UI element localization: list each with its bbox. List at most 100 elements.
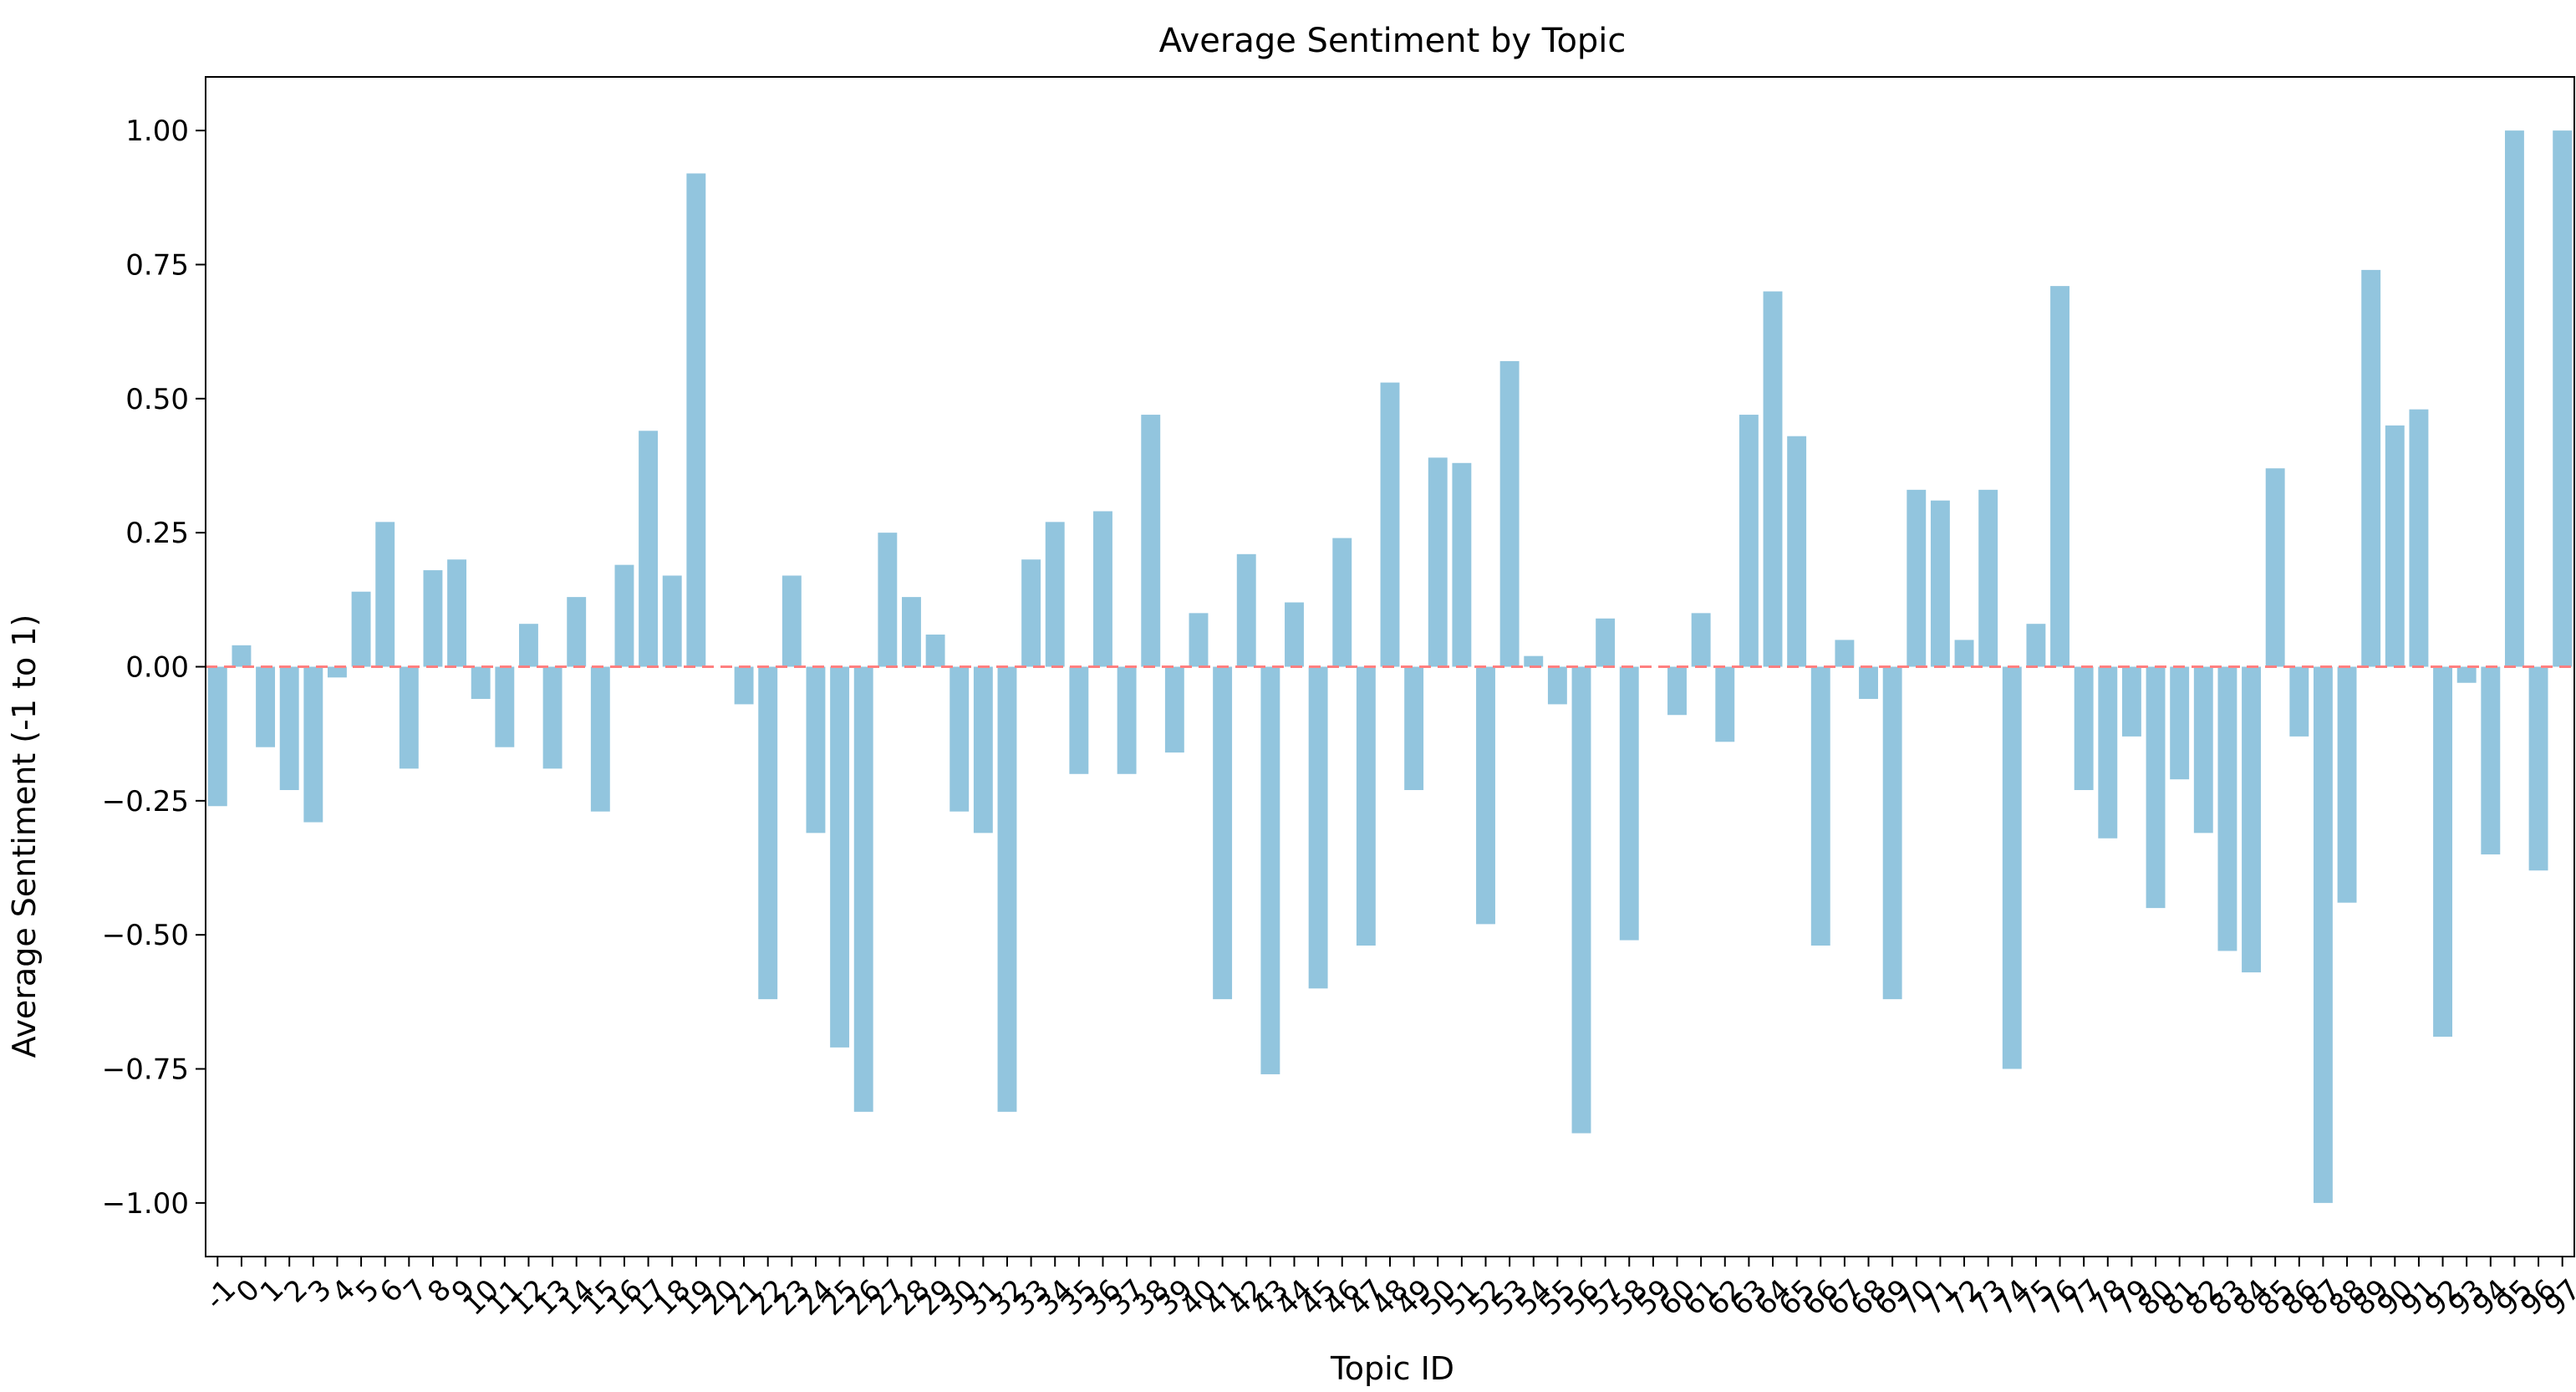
bar-topic-48 bbox=[1380, 382, 1400, 667]
bar-topic-72 bbox=[1954, 640, 1974, 667]
bar-topic-60 bbox=[1667, 666, 1687, 716]
bar-topic-3 bbox=[303, 666, 323, 823]
bar-topic-88 bbox=[2337, 666, 2357, 903]
bar-topic-96 bbox=[2528, 666, 2548, 871]
y-axis-label: Average Sentiment (-1 to 1) bbox=[6, 614, 43, 1058]
bar-topic-44 bbox=[1285, 602, 1304, 667]
bar-topic-35 bbox=[1069, 666, 1089, 774]
bar-topic-63 bbox=[1739, 415, 1759, 667]
bar-topic-66 bbox=[1810, 666, 1830, 946]
y-tick-label: 0.00 bbox=[125, 651, 189, 685]
bar-topic-15 bbox=[590, 666, 610, 812]
bar-topic-61 bbox=[1691, 613, 1711, 667]
y-tick-label: 0.50 bbox=[125, 383, 189, 416]
bar-topic-78 bbox=[2098, 666, 2118, 839]
bar-topic-8 bbox=[423, 570, 443, 667]
bar-topic-0 bbox=[232, 645, 252, 667]
bar-topic-86 bbox=[2289, 666, 2309, 737]
bar-topic-87 bbox=[2313, 666, 2333, 1203]
bar-topic-46 bbox=[1332, 538, 1352, 667]
bar-topic-39 bbox=[1164, 666, 1184, 753]
y-tick-label: −0.25 bbox=[102, 785, 189, 818]
bar-topic-37 bbox=[1117, 666, 1137, 774]
bar-topic-84 bbox=[2242, 666, 2261, 973]
bar-topic-89 bbox=[2361, 269, 2381, 667]
bar-topic-69 bbox=[1882, 666, 1902, 1000]
bar-topic-1 bbox=[256, 666, 276, 747]
bar-topic-95 bbox=[2504, 130, 2524, 667]
bar-topic-11 bbox=[495, 666, 515, 747]
bar-topic-26 bbox=[853, 666, 873, 1112]
bar-topic-38 bbox=[1141, 415, 1161, 667]
bar-topic-93 bbox=[2456, 666, 2477, 683]
bar-topic-16 bbox=[614, 564, 634, 667]
x-axis-label: Topic ID bbox=[1330, 1350, 1454, 1387]
bar-topic-74 bbox=[2002, 666, 2022, 1069]
y-tick-label: 0.25 bbox=[125, 517, 189, 550]
bar-topic-40 bbox=[1189, 613, 1209, 667]
bar-topic-53 bbox=[1499, 360, 1520, 667]
bar-topic-10 bbox=[471, 666, 491, 699]
y-tick-label: −1.00 bbox=[102, 1187, 189, 1221]
y-tick-label: −0.50 bbox=[102, 919, 189, 952]
bar-topic-29 bbox=[925, 635, 945, 667]
bar-topic-57 bbox=[1596, 618, 1616, 667]
bar-topic-52 bbox=[1476, 666, 1495, 925]
bar-topic-33 bbox=[1021, 559, 1041, 667]
bar-topic-19 bbox=[686, 173, 706, 667]
bar-topic-49 bbox=[1404, 666, 1424, 791]
bar-topic-56 bbox=[1571, 666, 1591, 1134]
bar-topic-6 bbox=[375, 522, 395, 667]
bar-topic-85 bbox=[2265, 468, 2285, 667]
bar-topic-41 bbox=[1213, 666, 1233, 1000]
y-tick-label: −0.75 bbox=[102, 1053, 189, 1087]
bar-topic-80 bbox=[2146, 666, 2166, 909]
bar-topic-5 bbox=[351, 591, 371, 667]
bar-topic-83 bbox=[2217, 666, 2237, 951]
bar-topic-13 bbox=[542, 666, 563, 769]
bar-topic-17 bbox=[639, 431, 659, 667]
bar-topic-2 bbox=[279, 666, 299, 791]
bar-topic-62 bbox=[1715, 666, 1735, 742]
bar-topic-82 bbox=[2193, 666, 2213, 834]
bar-topic-65 bbox=[1787, 436, 1807, 667]
bar-topic-9 bbox=[447, 559, 467, 667]
bar-topic-42 bbox=[1236, 553, 1256, 667]
bar-topic-30 bbox=[949, 666, 970, 812]
bar-topic-43 bbox=[1260, 666, 1280, 1074]
bar-topic-21 bbox=[734, 666, 754, 705]
bar-topic-97 bbox=[2553, 130, 2573, 667]
bar-topic-68 bbox=[1859, 666, 1878, 699]
bar-topic-81 bbox=[2170, 666, 2190, 780]
bar-topic-64 bbox=[1763, 291, 1783, 667]
bar-topic-27 bbox=[878, 533, 898, 667]
bar-topic-7 bbox=[399, 666, 419, 769]
bar-topic-4 bbox=[327, 666, 347, 678]
bar-topic-79 bbox=[2121, 666, 2141, 737]
bar-topic-51 bbox=[1452, 462, 1472, 667]
bar-topic-12 bbox=[519, 624, 538, 667]
bar-topic-58 bbox=[1619, 666, 1639, 941]
bar-topic-31 bbox=[973, 666, 993, 834]
bar-topic-22 bbox=[758, 666, 778, 1000]
bar-topic-47 bbox=[1356, 666, 1376, 946]
bar-topic-75 bbox=[2026, 624, 2046, 667]
bar-topic-76 bbox=[2050, 286, 2069, 667]
bar-topic-32 bbox=[997, 666, 1017, 1112]
y-tick-label: 1.00 bbox=[125, 115, 189, 148]
bar-topic-23 bbox=[781, 575, 802, 667]
bar-topic-25 bbox=[830, 666, 850, 1048]
bar-topic-45 bbox=[1308, 666, 1328, 989]
bar-topic-54 bbox=[1524, 655, 1544, 667]
bar-topic-24 bbox=[806, 666, 826, 834]
bar-topic-67 bbox=[1835, 640, 1855, 667]
bar-topic-55 bbox=[1547, 666, 1567, 705]
bars-layer bbox=[207, 130, 2573, 1203]
bar-topic-36 bbox=[1093, 511, 1112, 667]
y-axis: −1.00 −0.75 −0.50 −0.25 0.00 0.25 0.50 0.75 1.00 bbox=[102, 115, 206, 1221]
bar-topic-90 bbox=[2385, 425, 2405, 667]
bar-topic-18 bbox=[662, 575, 682, 667]
